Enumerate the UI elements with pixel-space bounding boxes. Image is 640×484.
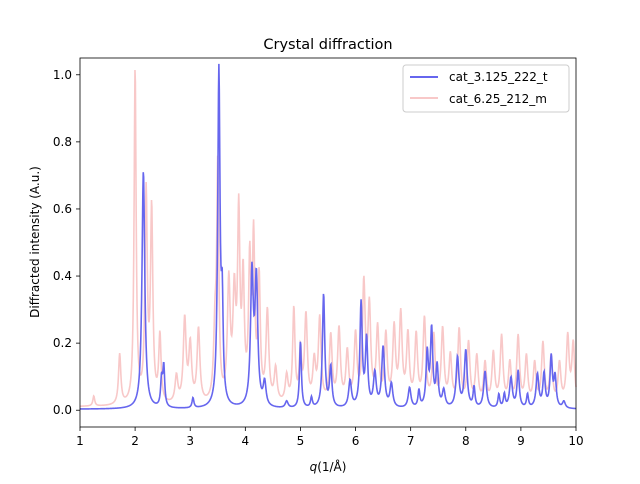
x-tick-label: 8 [462,434,470,448]
x-tick-label: 10 [568,434,583,448]
y-tick-label: 0.8 [53,135,72,149]
legend-label-series-1: cat_3.125_222_t [449,70,548,84]
x-axis-label-unit: (1/Å) [317,459,346,474]
legend-box [402,64,570,113]
legend: cat_3.125_222_t cat_6.25_212_m [402,64,570,113]
x-tick-label: 7 [407,434,415,448]
legend-label-series-2: cat_6.25_212_m [449,92,547,106]
chart-title: Crystal diffraction [263,37,392,53]
x-axis-label: q(1/Å) [310,459,347,474]
series-layer [79,63,577,410]
x-tick-label: 3 [186,434,194,448]
x-axis: 1 2 3 4 5 6 7 8 9 10 [76,427,584,448]
x-tick-label: 6 [352,434,360,448]
y-axis: 0.0 0.2 0.4 0.6 0.8 1.0 [53,68,80,417]
x-tick-label: 4 [242,434,250,448]
y-tick-label: 0.4 [53,269,72,283]
series-line-1 [80,63,577,410]
y-tick-label: 0.0 [53,403,72,417]
series-line-2 [79,70,577,407]
x-tick-label: 9 [517,434,525,448]
x-tick-label: 1 [76,434,84,448]
y-tick-label: 0.2 [53,336,72,350]
x-axis-label-var: q [310,460,318,474]
y-tick-label: 0.6 [53,202,72,216]
x-tick-label: 2 [131,434,139,448]
y-axis-label: Diffracted intensity (A.u.) [28,166,42,318]
plot-area [79,57,577,428]
x-tick-label: 5 [297,434,305,448]
y-tick-label: 1.0 [53,68,72,82]
plot-border [79,57,577,428]
